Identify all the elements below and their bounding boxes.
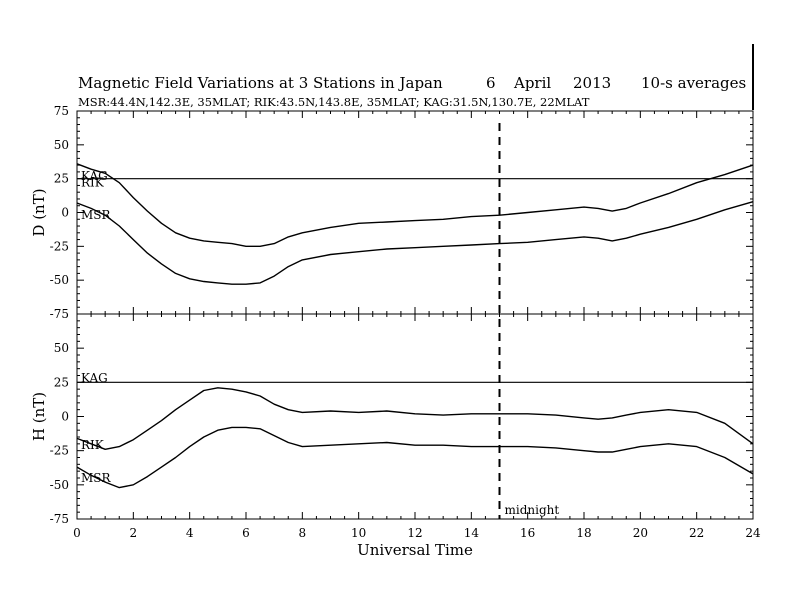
title-note: 10-s averages bbox=[641, 74, 746, 92]
panel-d-frame bbox=[76, 110, 754, 315]
d-axis-title: D (nT) bbox=[30, 188, 48, 236]
series-line-rik bbox=[76, 387, 754, 450]
y-tick-label: 50 bbox=[54, 341, 69, 355]
series-label-rik: RIK bbox=[81, 176, 105, 190]
chart-title: Magnetic Field Variations at 3 Stations … bbox=[78, 74, 746, 92]
x-tick-label: 20 bbox=[633, 526, 648, 540]
x-axis-title: Universal Time bbox=[357, 541, 473, 559]
series-label-msr: MSR bbox=[81, 208, 112, 222]
y-tick-label: -75 bbox=[50, 307, 69, 321]
midnight-label: midnight bbox=[505, 503, 560, 517]
title-month: April bbox=[513, 74, 551, 92]
title-year: 2013 bbox=[573, 74, 611, 92]
x-tick-label: 12 bbox=[407, 526, 422, 540]
series-label-msr: MSR bbox=[81, 471, 112, 485]
title-day: 6 bbox=[486, 74, 496, 92]
x-tick-label: 2 bbox=[130, 526, 138, 540]
y-tick-label: -25 bbox=[50, 444, 69, 458]
series-line-msr bbox=[76, 201, 754, 285]
chart-subtitle: MSR:44.4N,142.3E, 35MLAT; RIK:43.5N,143.… bbox=[78, 95, 590, 109]
h-axis-title: H (nT) bbox=[30, 392, 48, 441]
x-tick-label: 18 bbox=[576, 526, 591, 540]
series-label-rik: RIK bbox=[81, 438, 105, 452]
series-line-msr bbox=[76, 426, 754, 489]
x-tick-label: 4 bbox=[186, 526, 194, 540]
panel-h-axis: 50 25 0 -25 -50 -75 bbox=[50, 313, 754, 526]
y-tick-label: 0 bbox=[61, 410, 69, 424]
panel-d-axis: 75 50 25 0 -25 -50 -75 bbox=[50, 104, 754, 321]
y-tick-label: -25 bbox=[50, 239, 69, 253]
y-tick-label: 75 bbox=[54, 104, 69, 118]
x-tick-label: 8 bbox=[299, 526, 307, 540]
y-tick-label: 50 bbox=[54, 138, 69, 152]
x-tick-label: 0 bbox=[73, 526, 81, 540]
series-label-kag: KAG bbox=[81, 371, 108, 385]
x-tick-label: 14 bbox=[464, 526, 480, 540]
y-tick-label: -75 bbox=[50, 512, 69, 526]
x-axis: 0 2 4 6 8 10 12 14 16 18 20 22 24 bbox=[73, 526, 761, 540]
y-tick-label: 25 bbox=[54, 172, 69, 186]
x-tick-label: 24 bbox=[745, 526, 761, 540]
panel-h-series: KAG RIK MSR bbox=[76, 371, 754, 489]
y-tick-label: -50 bbox=[50, 273, 69, 287]
panel-h-frame bbox=[76, 313, 754, 520]
y-tick-label: 25 bbox=[54, 375, 69, 389]
x-tick-label: 16 bbox=[520, 526, 535, 540]
title-main: Magnetic Field Variations at 3 Stations … bbox=[78, 74, 443, 92]
x-tick-label: 6 bbox=[242, 526, 250, 540]
x-tick-label: 10 bbox=[351, 526, 366, 540]
y-tick-label: -50 bbox=[50, 478, 69, 492]
y-tick-label: 0 bbox=[61, 206, 69, 220]
x-tick-label: 22 bbox=[689, 526, 704, 540]
series-line-rik bbox=[76, 163, 754, 248]
